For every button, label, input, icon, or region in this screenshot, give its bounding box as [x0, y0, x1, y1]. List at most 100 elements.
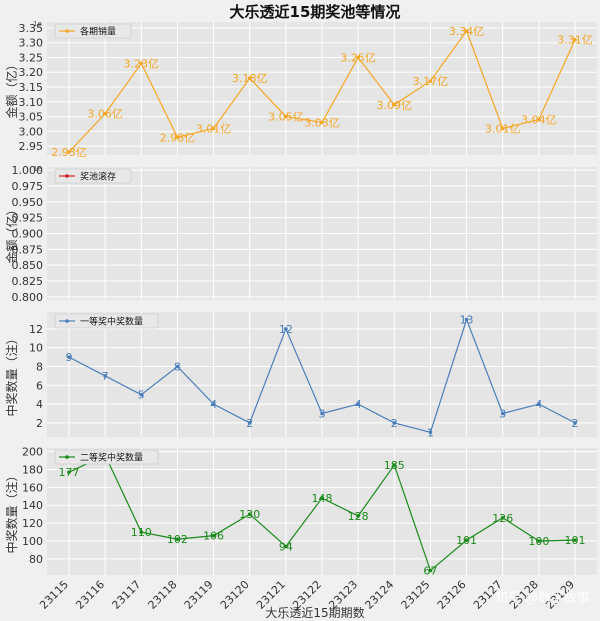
- data-point: [573, 538, 577, 542]
- data-label: 4: [535, 398, 542, 411]
- data-label: 4: [210, 398, 217, 411]
- data-label: 102: [167, 533, 188, 546]
- data-label: 3.17亿: [413, 75, 449, 88]
- y-tick-label: 8: [36, 361, 43, 374]
- data-label: 3.04亿: [521, 114, 557, 127]
- data-label: 3.09亿: [377, 99, 413, 112]
- data-point: [464, 29, 469, 33]
- data-point: [537, 402, 541, 406]
- data-label: 130: [239, 508, 260, 521]
- data-label: 100: [528, 535, 549, 548]
- data-point: [320, 411, 324, 416]
- data-label: 5: [138, 389, 145, 402]
- y-tick-label: 120: [22, 517, 43, 530]
- data-label: 177: [59, 466, 80, 479]
- x-tick-label: 23125: [399, 578, 433, 612]
- legend: 一等奖中奖数量: [54, 313, 159, 329]
- chart-panel-2: 0.800 0.825 0.850 0.875 0.900 0.925 0.950 0.975…: [4, 164, 597, 304]
- y-scale-marker: 1e: [33, 20, 42, 28]
- data-point: [320, 120, 324, 125]
- x-tick-label: 23124: [362, 578, 396, 612]
- y-tick-label: 0.800: [12, 291, 44, 304]
- data-label: 8: [174, 361, 181, 374]
- legend-label: 各期销量: [80, 26, 116, 38]
- legend: 奖池滚存: [54, 168, 132, 184]
- data-label: 148: [312, 492, 333, 505]
- data-label: 3.25亿: [340, 51, 376, 64]
- y-axis-label: 金额（亿）: [4, 58, 19, 118]
- y-axis-label: 金额（亿）: [4, 203, 19, 263]
- data-point: [356, 402, 360, 406]
- data-point: [392, 463, 397, 467]
- x-tick-label: 23118: [146, 578, 180, 612]
- chart-title: 大乐透近15期奖池等情况: [230, 3, 401, 21]
- y-tick-label: 3.25: [19, 51, 44, 64]
- x-tick-label: 23116: [73, 578, 107, 612]
- data-point: [537, 117, 541, 122]
- data-label: 126: [492, 512, 513, 525]
- data-label: 2: [246, 417, 253, 430]
- chart-panel-4: 80100120140160180200中奖数量（注）1771961101021…: [4, 446, 597, 578]
- y-tick-label: 160: [22, 481, 43, 494]
- data-point: [175, 364, 180, 369]
- data-point: [103, 111, 107, 116]
- y-tick-label: 200: [22, 446, 43, 459]
- y-tick-label: 2.95: [19, 140, 44, 153]
- data-point: [500, 515, 505, 520]
- legend-marker: [65, 29, 69, 33]
- data-label: 2.93亿: [51, 146, 87, 159]
- data-point: [139, 392, 144, 397]
- data-label: 3.34亿: [449, 25, 485, 38]
- legend: 各期销量: [54, 23, 132, 39]
- y-tick-label: 1.000: [12, 164, 44, 177]
- data-label: 3.05亿: [268, 111, 304, 124]
- data-label: 94: [279, 540, 293, 553]
- x-tick-label: 23119: [182, 578, 216, 612]
- y-tick-label: 0.975: [12, 180, 44, 193]
- data-point: [211, 126, 216, 131]
- data-point: [428, 430, 433, 435]
- legend-box: [54, 313, 159, 329]
- y-tick-label: 12: [29, 323, 43, 336]
- data-label: 67: [423, 565, 437, 578]
- y-tick-label: 100: [22, 535, 43, 548]
- chart-panel-3: 2 4 6 8 10 12 中奖数量（注） 9 7 5 8 4 2 12 3 4 2 1 13 3 4 2 一等奖中奖数量: [4, 312, 597, 439]
- y-tick-label: 180: [22, 463, 43, 476]
- x-tick-label: 23115: [37, 578, 71, 612]
- legend-marker: [65, 319, 69, 323]
- y-axis-label: 中奖数量（注）: [4, 332, 19, 416]
- data-label: 13: [460, 314, 474, 327]
- x-tick-label: 23126: [435, 578, 469, 612]
- data-point: [103, 374, 107, 378]
- data-label: 101: [456, 534, 477, 547]
- y-tick-label: 80: [29, 553, 43, 566]
- legend-box: [54, 23, 132, 39]
- legend-marker: [65, 455, 69, 459]
- legend-marker: [65, 174, 69, 178]
- y-tick-label: 3.35: [19, 22, 44, 35]
- y-tick-label: 3.00: [19, 125, 44, 138]
- data-label: 3: [319, 408, 326, 421]
- data-label: 101: [565, 534, 586, 547]
- data-point: [67, 150, 71, 154]
- y-tick-label: 3.05: [19, 111, 44, 124]
- y-tick-label: 0.925: [12, 212, 44, 225]
- data-label: 2: [572, 417, 579, 430]
- data-point: [175, 537, 180, 542]
- data-label: 128: [348, 510, 369, 523]
- y-tick-label: 3.20: [19, 66, 44, 79]
- data-point: [284, 544, 288, 549]
- data-label: 1: [427, 426, 434, 439]
- data-label: 12: [279, 323, 293, 336]
- legend-box: [54, 449, 159, 465]
- data-point: [67, 355, 71, 359]
- y-tick-label: 0.900: [12, 228, 44, 241]
- watermark-text: 知乎 @数字故事: [495, 590, 590, 606]
- data-point: [284, 114, 288, 119]
- data-point: [247, 421, 252, 425]
- y-tick-label: 0.875: [12, 243, 44, 256]
- data-label: 2.98亿: [160, 131, 196, 144]
- data-label: 110: [131, 526, 152, 539]
